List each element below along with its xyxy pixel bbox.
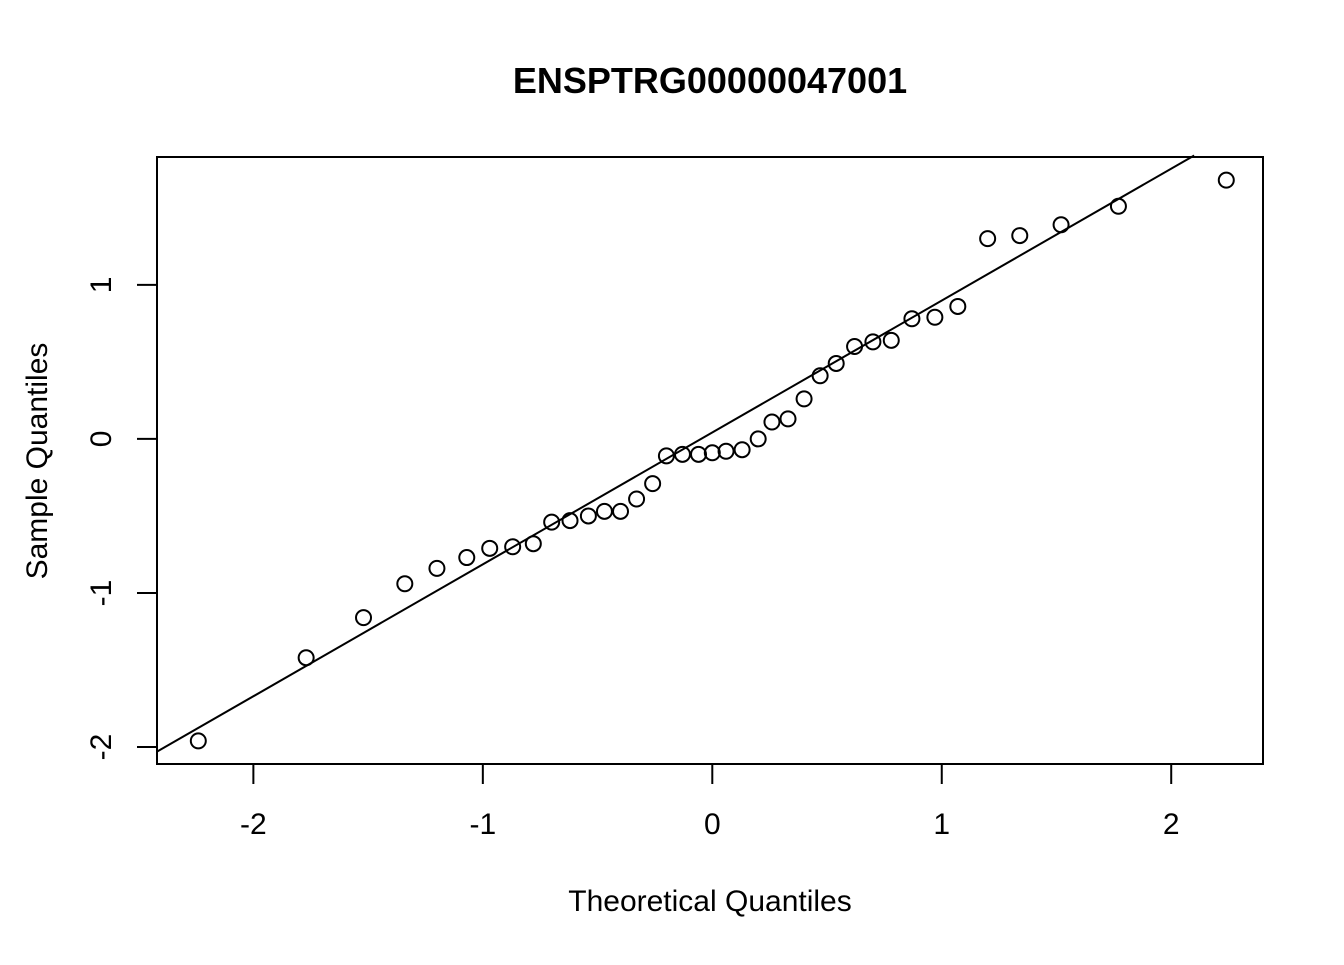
data-point <box>949 297 967 315</box>
data-point <box>763 413 781 431</box>
x-tick-label: 0 <box>704 808 721 841</box>
data-point <box>657 447 675 465</box>
y-tick-label: -1 <box>85 580 118 607</box>
data-point <box>543 513 561 531</box>
data-point <box>355 609 373 627</box>
data-point <box>561 512 579 530</box>
data-point <box>882 331 900 349</box>
data-point <box>524 535 542 553</box>
data-point <box>1109 197 1127 215</box>
data-point <box>903 310 921 328</box>
data-point <box>827 354 845 372</box>
data-point <box>733 441 751 459</box>
data-point <box>595 502 613 520</box>
x-axis: -2 -1 0 1 2 <box>240 763 1180 841</box>
chart-title: ENSPTRG00000047001 <box>513 60 907 101</box>
data-point <box>189 732 207 750</box>
data-point <box>979 230 997 248</box>
plot-area <box>156 154 1235 753</box>
data-point <box>795 390 813 408</box>
data-point <box>481 539 499 557</box>
data-point <box>458 549 476 567</box>
data-point <box>504 538 522 556</box>
data-point <box>690 445 708 463</box>
data-point <box>846 337 864 355</box>
data-point <box>1052 216 1070 234</box>
data-point <box>297 649 315 667</box>
data-point <box>644 475 662 493</box>
data-point <box>612 502 630 520</box>
data-point <box>396 575 414 593</box>
x-tick-label: 2 <box>1163 808 1180 841</box>
data-point <box>1011 227 1029 245</box>
data-point <box>579 507 597 525</box>
x-tick-label: -2 <box>240 808 267 841</box>
y-tick-label: -2 <box>85 734 118 761</box>
y-axis-label: Sample Quantiles <box>21 343 54 580</box>
data-point <box>864 333 882 351</box>
x-axis-label: Theoretical Quantiles <box>568 885 851 918</box>
x-tick-label: -1 <box>469 808 496 841</box>
y-tick-label: 1 <box>85 277 118 294</box>
data-point <box>628 490 646 508</box>
data-point <box>1217 171 1235 189</box>
data-point <box>811 367 829 385</box>
data-point <box>673 445 691 463</box>
data-point <box>749 430 767 448</box>
data-point <box>926 308 944 326</box>
data-point <box>703 444 721 462</box>
data-point <box>428 559 446 577</box>
data-point <box>717 442 735 460</box>
y-axis: -2 -1 0 1 <box>85 277 158 761</box>
x-tick-label: 1 <box>933 808 950 841</box>
y-tick-label: 0 <box>85 431 118 448</box>
data-point <box>779 410 797 428</box>
